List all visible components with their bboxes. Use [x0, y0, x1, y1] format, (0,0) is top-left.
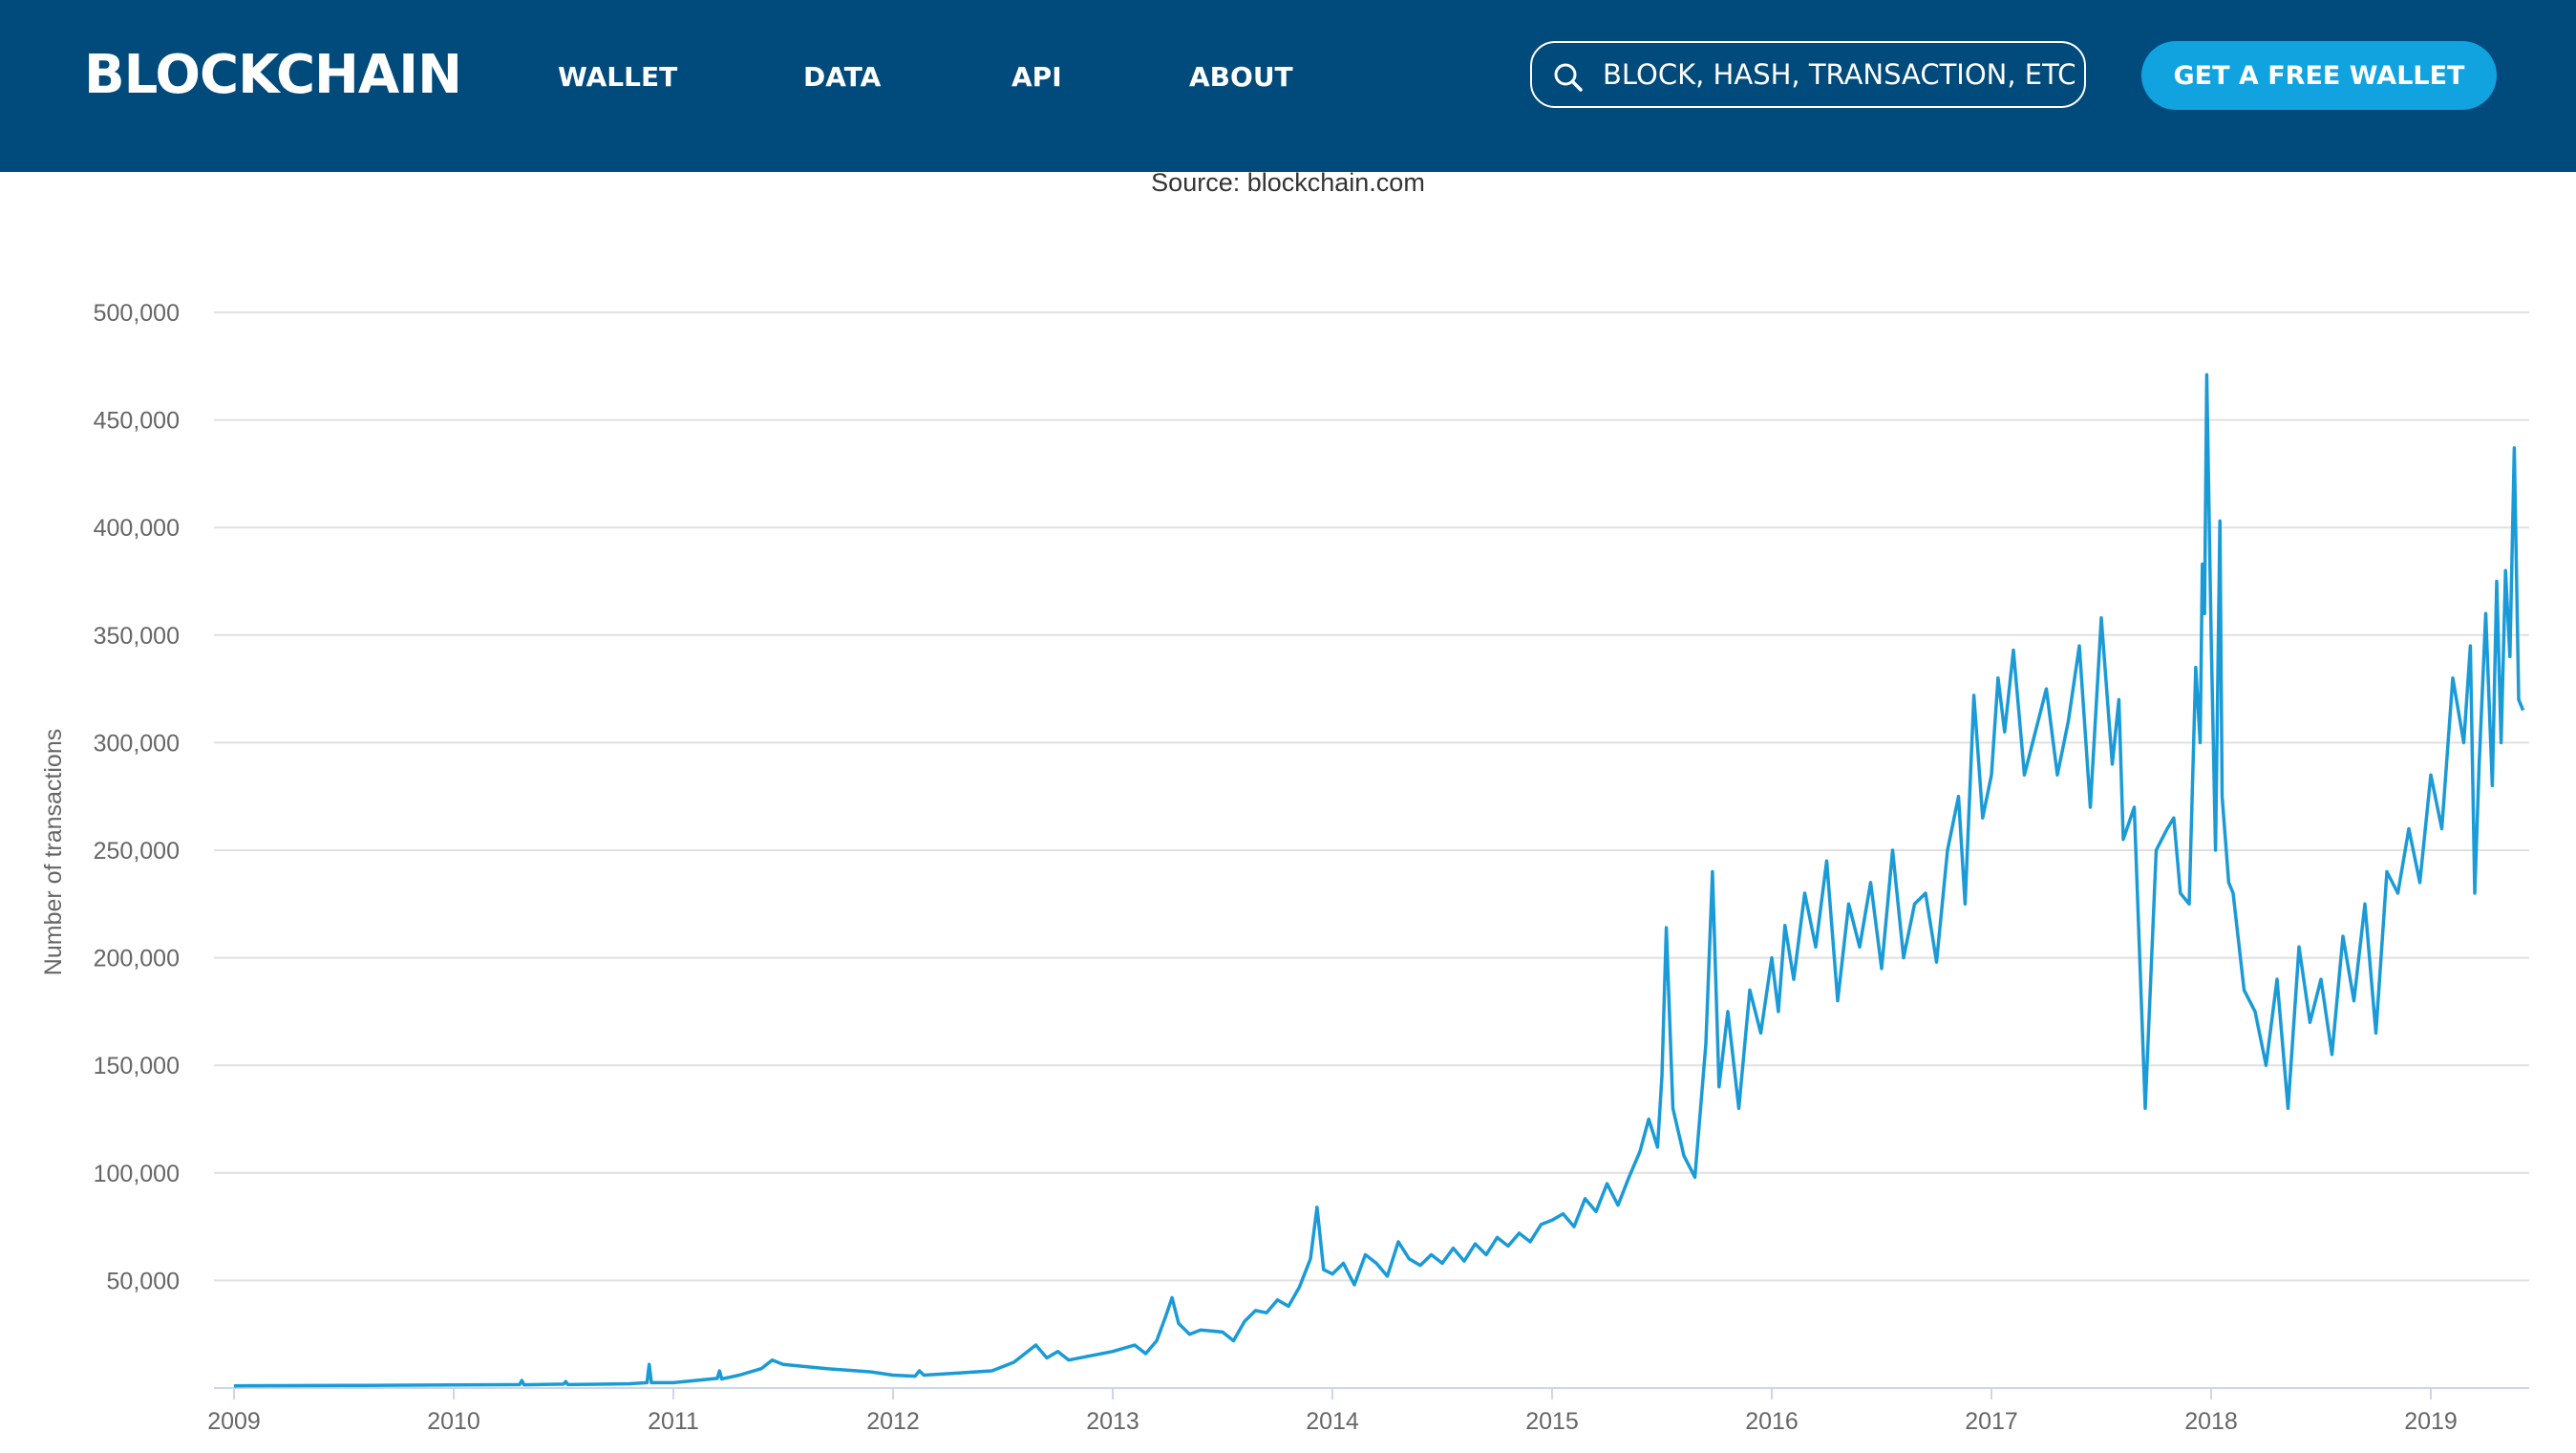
y-tick-label: 350,000: [94, 623, 180, 650]
y-tick-label: 450,000: [94, 408, 180, 435]
x-tick-label: 2017: [1965, 1408, 2018, 1435]
search-input[interactable]: [1603, 43, 2075, 106]
x-tick-label: 2014: [1306, 1408, 1359, 1435]
y-tick-label: 150,000: [94, 1053, 180, 1079]
nav-wallet[interactable]: WALLET: [558, 61, 678, 93]
y-tick-label: 250,000: [94, 838, 180, 865]
y-tick-label: 400,000: [94, 515, 180, 542]
x-tick-label: 2015: [1525, 1408, 1579, 1435]
search-icon: [1554, 63, 1583, 92]
transactions-series-line: [233, 373, 2525, 1388]
x-tick-label: 2013: [1086, 1408, 1139, 1435]
y-tick-label: 500,000: [94, 300, 180, 327]
chart-source: Source: blockchain.com: [1151, 168, 1425, 197]
nav-data[interactable]: DATA: [803, 61, 882, 93]
nav-about[interactable]: ABOUT: [1189, 61, 1293, 93]
x-tick-label: 2019: [2404, 1408, 2458, 1435]
blockchain-logo[interactable]: BLOCKCHAIN: [84, 44, 462, 106]
site-header: BLOCKCHAIN WALLET DATA API ABOUT GET A F…: [0, 0, 2576, 172]
x-tick-label: 2016: [1745, 1408, 1799, 1435]
x-tick-label: 2010: [427, 1408, 480, 1435]
y-tick-label: 100,000: [94, 1161, 180, 1187]
y-tick-label: 50,000: [107, 1268, 180, 1294]
nav-api[interactable]: API: [1011, 61, 1062, 93]
x-tick-label: 2009: [207, 1408, 261, 1435]
y-tick-label: 200,000: [94, 946, 180, 972]
search-box[interactable]: [1530, 41, 2086, 108]
x-tick-label: 2012: [866, 1408, 920, 1435]
get-free-wallet-button[interactable]: GET A FREE WALLET: [2141, 41, 2497, 110]
x-tick-label: 2011: [648, 1408, 699, 1435]
y-tick-label: 300,000: [94, 730, 180, 757]
y-axis-label: Number of transactions: [40, 729, 67, 975]
x-tick-label: 2018: [2184, 1408, 2238, 1435]
